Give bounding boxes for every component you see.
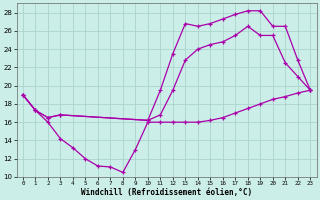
X-axis label: Windchill (Refroidissement éolien,°C): Windchill (Refroidissement éolien,°C)	[81, 188, 252, 197]
